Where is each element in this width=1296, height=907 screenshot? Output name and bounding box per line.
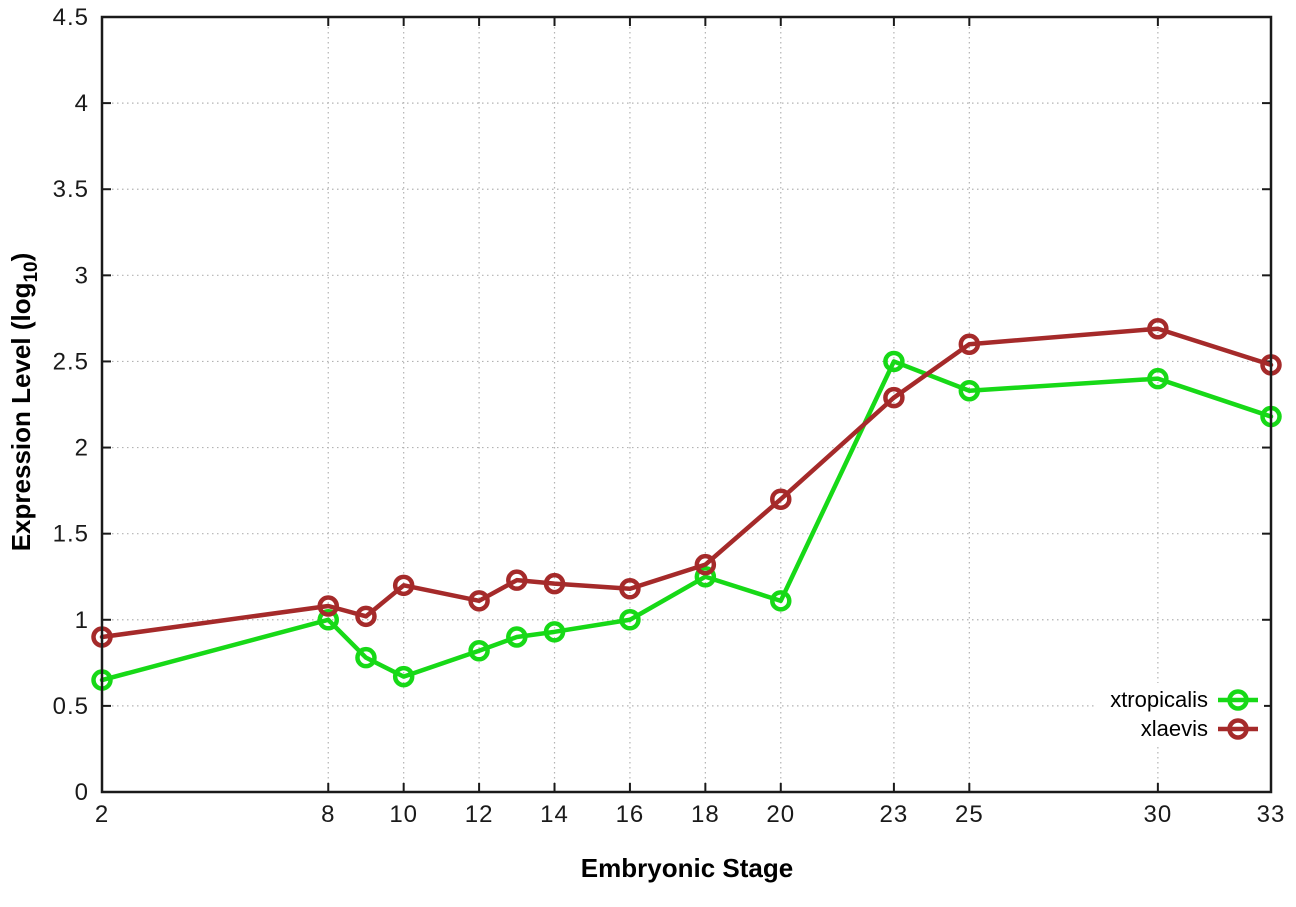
- x-tick-label: 25: [955, 801, 984, 828]
- y-tick-label: 1: [75, 607, 89, 634]
- y-tick-label: 4: [75, 90, 89, 117]
- x-tick-label: 2: [95, 801, 109, 828]
- x-tick-label: 10: [389, 801, 418, 828]
- marker-xtropicalis: [392, 665, 415, 688]
- marker-xlaevis: [355, 605, 377, 628]
- marker-xlaevis: [543, 572, 566, 595]
- legend-sample-xlaevis: [1218, 718, 1258, 740]
- legend-label-xtropicalis: xtropicalis: [1110, 687, 1208, 712]
- marker-xlaevis: [619, 578, 641, 600]
- marker-xlaevis: [317, 595, 340, 617]
- y-tick-label: 1.5: [53, 521, 89, 548]
- marker-xlaevis: [468, 590, 490, 612]
- legend-sample-xtropicalis: [1218, 689, 1258, 711]
- marker-xlaevis: [506, 569, 528, 591]
- marker-xlaevis: [883, 386, 905, 409]
- y-tick-label: 3.5: [53, 176, 89, 203]
- x-tick-label: 33: [1257, 801, 1286, 828]
- plot-border: [100, 15, 1273, 794]
- y-tick-label: 2: [75, 435, 89, 462]
- y-tick-label: 0.5: [53, 693, 89, 720]
- legend-label-xlaevis: xlaevis: [1141, 716, 1208, 741]
- series-line-xtropicalis: [99, 359, 1274, 683]
- marker-xtropicalis: [506, 626, 528, 648]
- y-tick-label: 3: [75, 262, 89, 289]
- marker-xlaevis: [1147, 317, 1169, 340]
- marker-xtropicalis: [468, 640, 490, 662]
- axis-titles: Embryonic Stage Expression Level (log10): [6, 253, 793, 883]
- marker-xtropicalis: [883, 350, 905, 373]
- x-tick-label: 30: [1144, 801, 1173, 828]
- y-axis-title: Expression Level (log10): [6, 253, 42, 552]
- x-tick-label: 12: [465, 801, 494, 828]
- marker-xlaevis: [958, 333, 981, 355]
- marker-xlaevis: [770, 488, 792, 510]
- x-tick-label: 16: [616, 801, 645, 828]
- x-tick-label: 8: [321, 801, 335, 828]
- legend: xtropicalis xlaevis: [1096, 683, 1264, 747]
- plot-layer: 2 8 10 12 14 16 18 20 23 25 30 33 0 0.5 1 1.5 2 2.5 3 3.5 4 4…: [53, 4, 1286, 828]
- x-tick-label: 14: [540, 801, 569, 828]
- x-tick-label: 18: [691, 801, 720, 828]
- marker-xtropicalis: [619, 609, 641, 631]
- marker-xtropicalis: [543, 621, 566, 643]
- marker-xtropicalis: [958, 379, 981, 402]
- x-tick-label: 23: [880, 801, 909, 828]
- marker-xlaevis: [392, 574, 415, 597]
- marker-xtropicalis: [355, 646, 377, 669]
- marker-xtropicalis: [317, 609, 340, 631]
- series-line-xlaevis: [99, 326, 1274, 640]
- marker-xtropicalis: [770, 590, 792, 612]
- y-tick-label: 0: [75, 779, 89, 806]
- y-tick-label: 4.5: [53, 4, 89, 31]
- marker-xtropicalis: [1147, 367, 1169, 390]
- marker-xlaevis: [694, 553, 717, 576]
- x-tick-label: 20: [766, 801, 795, 828]
- y-tick-label: 2.5: [53, 348, 89, 375]
- marker-xtropicalis: [694, 565, 717, 588]
- x-axis-title: Embryonic Stage: [581, 853, 793, 883]
